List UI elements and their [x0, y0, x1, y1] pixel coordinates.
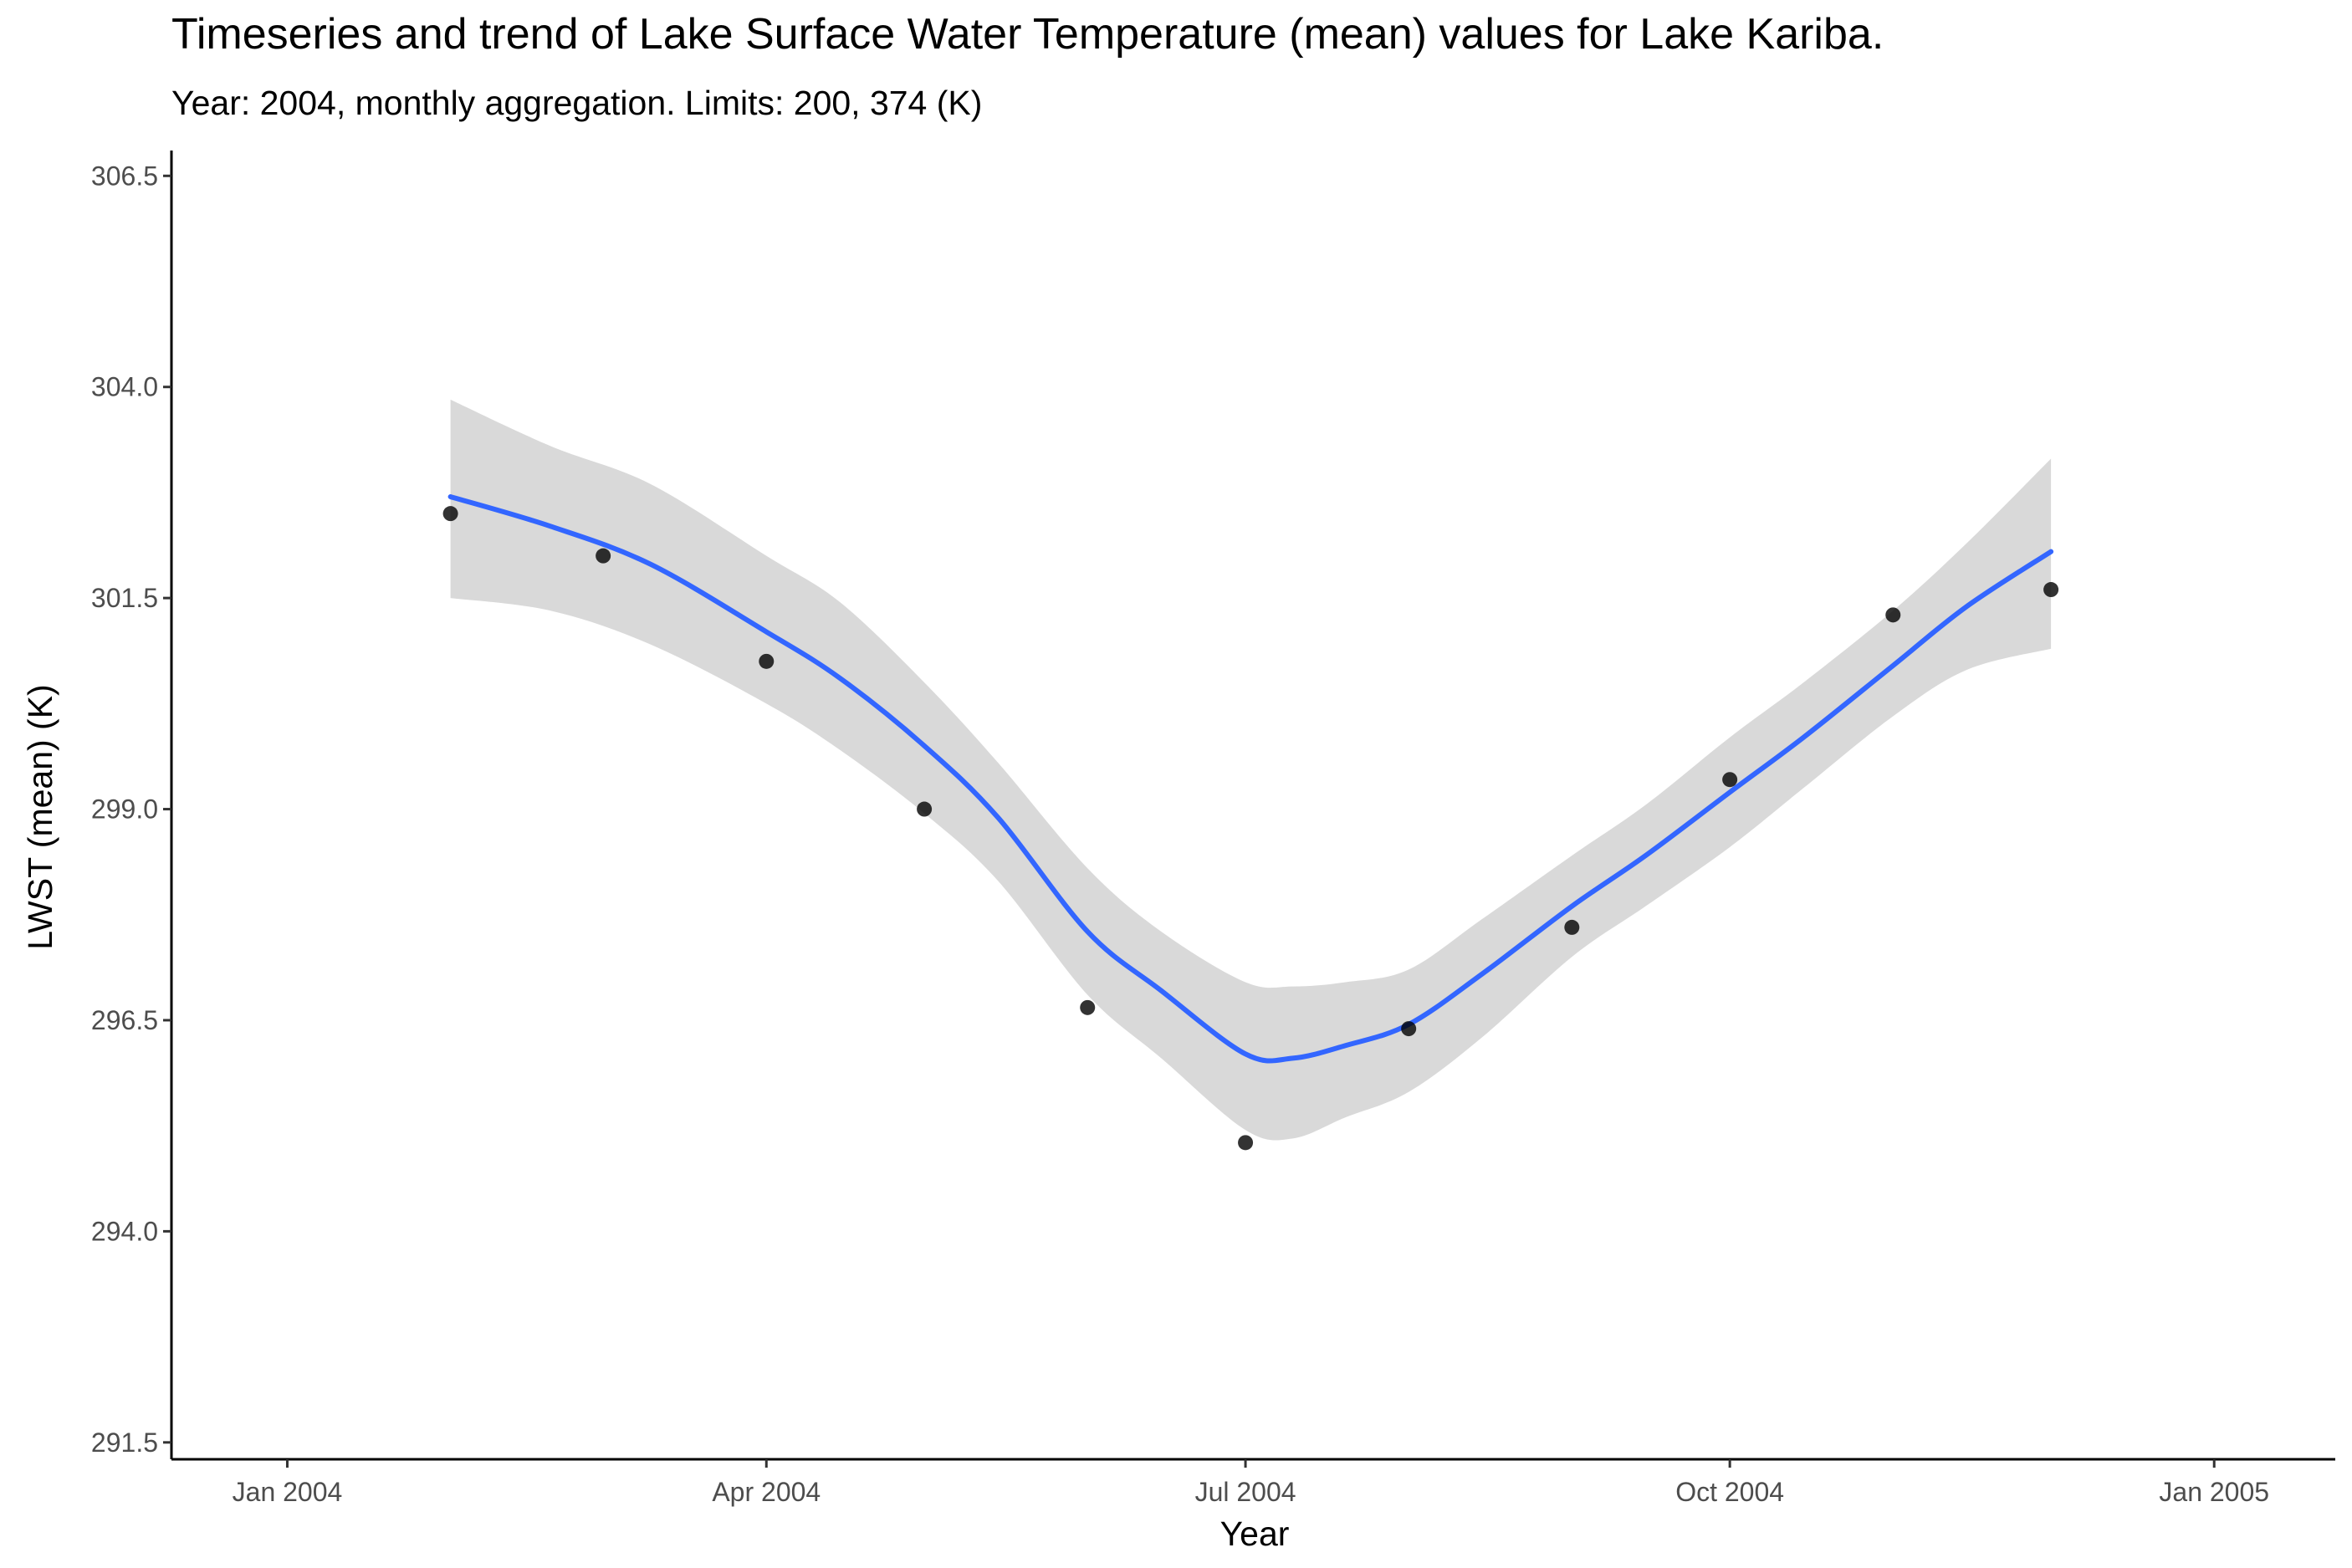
chart-title: Timeseries and trend of Lake Surface Wat…	[171, 10, 1884, 59]
y-tick-label: 294.0	[91, 1216, 158, 1246]
y-axis-ticks: 291.5 294.0 296.5 299.0 301.5 304.0 306.5	[91, 161, 171, 1458]
x-axis-ticks: Jan 2004 Apr 2004 Jul 2004 Oct 2004 Jan 2005	[233, 1459, 2269, 1507]
chart-subtitle: Year: 2004, monthly aggregation. Limits:…	[171, 84, 982, 122]
x-axis-title: Year	[1220, 1514, 1290, 1553]
confidence-band-layer	[450, 399, 2052, 1141]
data-point	[1885, 607, 1901, 623]
y-tick-label: 299.0	[91, 794, 158, 825]
y-tick-label: 304.0	[91, 372, 158, 402]
data-point	[1722, 772, 1738, 788]
data-point	[1080, 999, 1096, 1015]
x-tick-label: Oct 2004	[1675, 1477, 1784, 1507]
trend-line	[447, 493, 2054, 1064]
y-tick-label: 306.5	[91, 161, 158, 191]
y-tick-label: 296.5	[91, 1005, 158, 1035]
data-point	[1564, 919, 1580, 935]
confidence-band	[450, 399, 2052, 1141]
y-axis-title: LWST (mean) (K)	[21, 684, 59, 949]
data-point	[596, 548, 611, 564]
data-point	[1401, 1021, 1417, 1037]
x-tick-label: Apr 2004	[712, 1477, 821, 1507]
data-points-layer	[442, 506, 2059, 1151]
y-tick-label: 291.5	[91, 1428, 158, 1458]
x-tick-label: Jan 2005	[2159, 1477, 2269, 1507]
y-tick-label: 301.5	[91, 583, 158, 613]
trend-line-layer	[447, 493, 2054, 1064]
data-point	[917, 801, 933, 817]
data-point	[442, 506, 458, 522]
data-point	[2043, 582, 2059, 598]
x-tick-label: Jan 2004	[233, 1477, 343, 1507]
data-point	[759, 653, 775, 669]
data-point	[1238, 1135, 1254, 1151]
x-tick-label: Jul 2004	[1195, 1477, 1296, 1507]
